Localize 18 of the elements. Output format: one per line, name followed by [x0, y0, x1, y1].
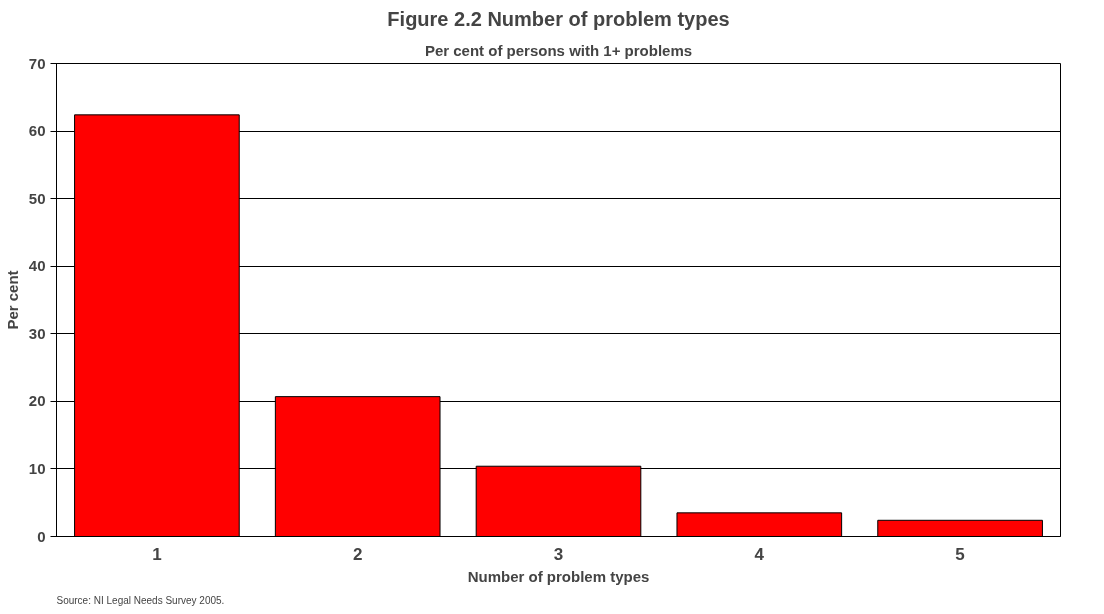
x-axis-title: Number of problem types [467, 567, 650, 585]
chart-subtitle: Per cent of persons with 1+ problems [424, 41, 693, 59]
y-tick-label: 0 [37, 527, 46, 545]
y-tick-label: 50 [28, 189, 46, 207]
x-tick-label: 2 [352, 544, 363, 564]
y-tick-label: 30 [28, 324, 46, 342]
source-note: Source: NI Legal Needs Survey 2005. [56, 594, 225, 606]
y-tick-label: 70 [28, 54, 46, 72]
y-tick-label: 60 [28, 122, 46, 140]
x-tick-label: 4 [754, 544, 765, 564]
y-tick-label: 40 [28, 257, 46, 275]
x-tick-label: 3 [553, 544, 564, 564]
y-tick-label: 10 [28, 459, 46, 477]
y-axis-title: Per cent [3, 270, 21, 330]
chart-title: Figure 2.2 Number of problem types [387, 7, 730, 30]
x-tick-label: 5 [955, 544, 965, 564]
x-tick-label: 1 [152, 544, 162, 564]
y-tick-label: 20 [28, 392, 46, 410]
